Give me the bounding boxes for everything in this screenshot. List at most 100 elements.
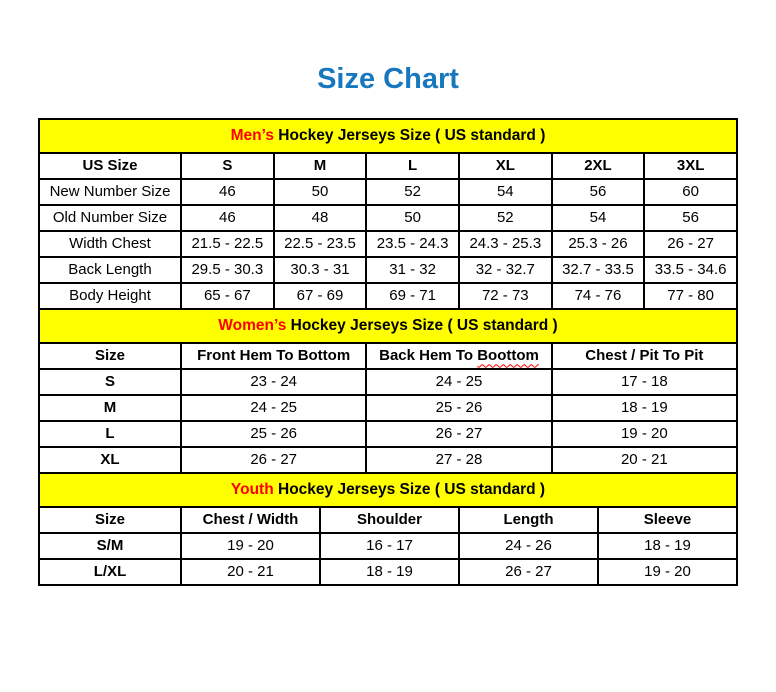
size-value-cell: 29.5 - 30.3 xyxy=(180,255,275,284)
womens-section-band-row: Women’s Hockey Jerseys Size ( US standar… xyxy=(38,307,738,344)
col-header-m: M xyxy=(272,151,368,180)
size-value-cell: 22.5 - 23.5 xyxy=(272,229,368,258)
size-value-cell: 54 xyxy=(550,203,646,232)
size-value-cell: 27 - 28 xyxy=(365,445,553,474)
size-value-cell: 30.3 - 31 xyxy=(272,255,368,284)
youth-section-header: Youth Hockey Jerseys Size ( US standard … xyxy=(38,471,738,508)
col-header-chest-width: Chest / Width xyxy=(180,505,321,534)
size-value-cell: 74 - 76 xyxy=(550,281,646,310)
mens-band-text: Hockey Jerseys Size ( US standard ) xyxy=(273,126,546,144)
row-label: S xyxy=(38,367,182,396)
womens-highlight-label: Women’s xyxy=(218,316,287,334)
youth-column-header-row: Size Chest / Width Shoulder Length Sleev… xyxy=(38,505,738,534)
youth-section-band-row: Youth Hockey Jerseys Size ( US standard … xyxy=(38,471,738,508)
youth-highlight-label: Youth xyxy=(230,480,274,498)
col-header-xl: XL xyxy=(457,151,553,180)
size-value-cell: 18 - 19 xyxy=(597,531,738,560)
size-value-cell: 32 - 32.7 xyxy=(457,255,553,284)
womens-section-header: Women’s Hockey Jerseys Size ( US standar… xyxy=(38,307,738,344)
size-value-cell: 25.3 - 26 xyxy=(550,229,646,258)
size-value-cell: 23 - 24 xyxy=(179,367,368,396)
size-value-cell: 23.5 - 24.3 xyxy=(365,229,460,258)
size-value-cell: 33.5 - 34.6 xyxy=(643,255,738,284)
size-value-cell: 19 - 20 xyxy=(550,419,739,448)
row-label: L xyxy=(38,419,182,448)
youth-size-table: Youth Hockey Jerseys Size ( US standard … xyxy=(38,471,738,586)
size-value-cell: 52 xyxy=(457,203,553,232)
size-value-cell: 18 - 19 xyxy=(319,557,460,586)
table-row: Back Length 29.5 - 30.3 30.3 - 31 31 - 32 32… xyxy=(38,255,738,284)
back-hem-text: Back Hem To xyxy=(379,347,478,365)
row-label: Width Chest xyxy=(38,229,182,258)
size-value-cell: 25 - 26 xyxy=(365,393,553,422)
mens-size-table: Men’s Hockey Jerseys Size ( US standard … xyxy=(38,117,738,310)
table-row: Body Height 65 - 67 67 - 69 69 - 71 72 - 73 7… xyxy=(38,281,738,310)
size-value-cell: 56 xyxy=(643,203,738,232)
row-label: Back Length xyxy=(38,255,182,284)
size-value-cell: 46 xyxy=(180,177,275,206)
size-value-cell: 19 - 20 xyxy=(180,531,321,560)
size-value-cell: 26 - 27 xyxy=(643,229,738,258)
size-value-cell: 48 xyxy=(272,203,368,232)
row-label: XL xyxy=(38,445,182,474)
mens-section-header: Men’s Hockey Jerseys Size ( US standard … xyxy=(38,117,738,154)
size-value-cell: 31 - 32 xyxy=(365,255,460,284)
col-header-l: L xyxy=(365,151,460,180)
mens-section-band-row: Men’s Hockey Jerseys Size ( US standard … xyxy=(38,117,738,154)
size-value-cell: 21.5 - 22.5 xyxy=(180,229,275,258)
back-hem-misspelled-word: Boottom xyxy=(477,347,539,365)
size-value-cell: 56 xyxy=(550,177,646,206)
row-label: Old Number Size xyxy=(38,203,182,232)
womens-size-table: Women’s Hockey Jerseys Size ( US standar… xyxy=(38,307,739,474)
col-header-chest-pit: Chest / Pit To Pit xyxy=(550,341,739,370)
size-value-cell: 19 - 20 xyxy=(597,557,738,586)
size-value-cell: 26 - 27 xyxy=(365,419,553,448)
table-row: L/XL 20 - 21 18 - 19 26 - 27 19 - 20 xyxy=(38,557,738,586)
col-header-shoulder: Shoulder xyxy=(319,505,460,534)
table-row: XL 26 - 27 27 - 28 20 - 21 xyxy=(38,445,739,474)
size-value-cell: 26 - 27 xyxy=(179,445,368,474)
row-label: M xyxy=(38,393,182,422)
table-row: Old Number Size 46 48 50 52 54 56 xyxy=(38,203,738,232)
mens-highlight-label: Men’s xyxy=(230,126,274,144)
size-value-cell: 24.3 - 25.3 xyxy=(457,229,553,258)
youth-band-text: Hockey Jerseys Size ( US standard ) xyxy=(273,480,546,498)
col-header-back-hem: Back Hem To Boottom xyxy=(365,341,553,370)
size-value-cell: 72 - 73 xyxy=(457,281,553,310)
size-value-cell: 24 - 25 xyxy=(179,393,368,422)
col-header-size: Size xyxy=(38,341,182,370)
col-header-s: S xyxy=(180,151,275,180)
table-row: L 25 - 26 26 - 27 19 - 20 xyxy=(38,419,739,448)
size-value-cell: 50 xyxy=(272,177,368,206)
row-label: New Number Size xyxy=(38,177,182,206)
womens-column-header-row: Size Front Hem To Bottom Back Hem To Boo… xyxy=(38,341,739,370)
table-row: New Number Size 46 50 52 54 56 60 xyxy=(38,177,738,206)
col-header-2xl: 2XL xyxy=(550,151,646,180)
size-value-cell: 24 - 25 xyxy=(365,367,553,396)
size-value-cell: 54 xyxy=(457,177,553,206)
col-header-length: Length xyxy=(458,505,599,534)
size-value-cell: 16 - 17 xyxy=(319,531,460,560)
page-title: Size Chart xyxy=(317,63,459,95)
size-value-cell: 69 - 71 xyxy=(365,281,460,310)
size-value-cell: 17 - 18 xyxy=(550,367,739,396)
size-value-cell: 46 xyxy=(180,203,275,232)
col-header-us-size: US Size xyxy=(38,151,182,180)
size-value-cell: 25 - 26 xyxy=(179,419,368,448)
table-row: M 24 - 25 25 - 26 18 - 19 xyxy=(38,393,739,422)
row-label: L/XL xyxy=(38,557,182,586)
size-chart-tables: Men’s Hockey Jerseys Size ( US standard … xyxy=(38,117,739,586)
col-header-front-hem: Front Hem To Bottom xyxy=(179,341,368,370)
womens-band-text: Hockey Jerseys Size ( US standard ) xyxy=(286,316,558,334)
size-value-cell: 52 xyxy=(365,177,460,206)
col-header-size: Size xyxy=(38,505,182,534)
size-value-cell: 24 - 26 xyxy=(458,531,599,560)
size-value-cell: 65 - 67 xyxy=(180,281,275,310)
col-header-3xl: 3XL xyxy=(643,151,738,180)
mens-column-header-row: US Size S M L XL 2XL 3XL xyxy=(38,151,738,180)
size-value-cell: 60 xyxy=(643,177,738,206)
table-row: S/M 19 - 20 16 - 17 24 - 26 18 - 19 xyxy=(38,531,738,560)
size-value-cell: 67 - 69 xyxy=(272,281,368,310)
size-value-cell: 77 - 80 xyxy=(643,281,738,310)
